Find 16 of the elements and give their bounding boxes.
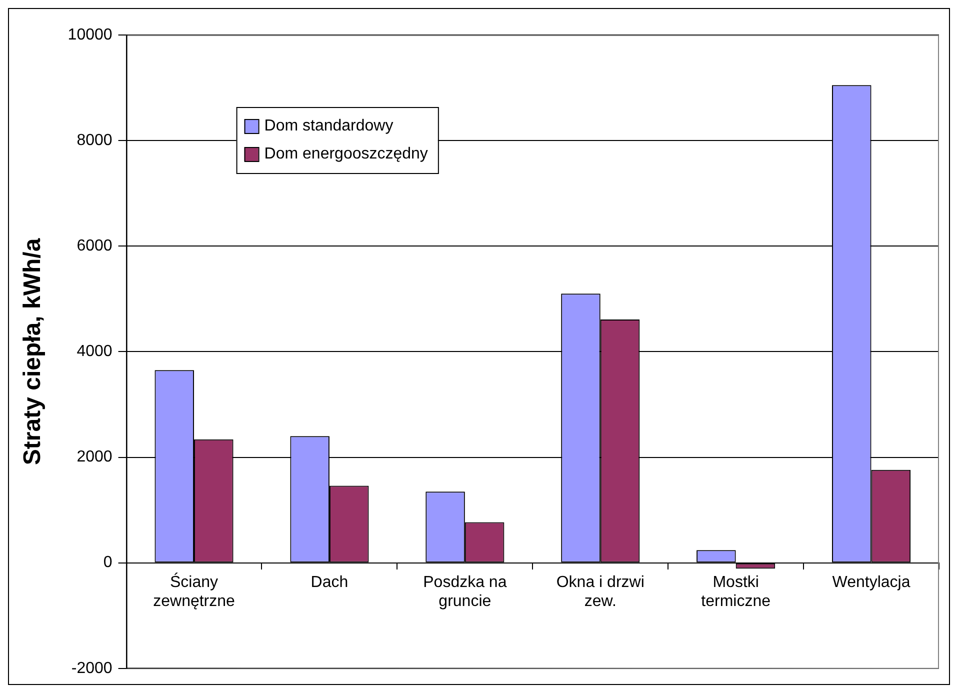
- x-tick-label: Mostki termiczne: [701, 574, 771, 610]
- y-tick-label: 4000: [76, 343, 112, 360]
- x-tick-label: Wentylacja: [832, 574, 910, 591]
- legend-label: Dom energooszczędny: [264, 145, 428, 162]
- x-tick-label: Dach: [310, 574, 348, 591]
- x-tick-label: Ściany zewnętrzne: [153, 572, 236, 610]
- legend-label: Dom standardowy: [264, 117, 394, 134]
- x-tick-label: Posdzka na gruncie: [423, 574, 507, 610]
- y-tick-label: 10000: [68, 26, 112, 44]
- y-tick-label: 6000: [76, 238, 112, 255]
- x-tick-label: Okna i drzwi zew.: [556, 574, 644, 610]
- y-tick-label: 2000: [76, 448, 112, 466]
- y-tick-label: 8000: [76, 132, 112, 149]
- y-tick-label: 0: [103, 554, 112, 572]
- y-axis-title: Straty ciepła, kWh/a: [19, 238, 46, 466]
- y-tick-label: -2000: [71, 660, 112, 677]
